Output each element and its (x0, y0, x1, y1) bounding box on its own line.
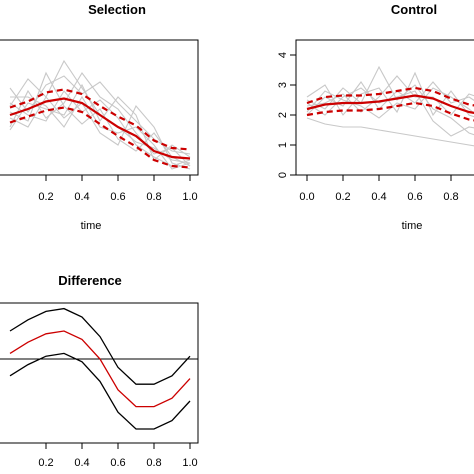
xlabel-selection: time (81, 220, 102, 232)
plot-area-selection: 0.2 0.4 0.6 0.8 1.0 (9, 59, 198, 203)
x-tick-label-selection-2: 0.4 (74, 191, 89, 203)
x-tick-label-control-4: 0.6 (407, 191, 422, 203)
x-tick-label-difference-5: 1.0 (182, 457, 197, 469)
panel-selection: Selection time 0.2 0.4 0.6 0.8 1.0 (0, 2, 199, 232)
y-tick-label-control-3: 2 (277, 112, 289, 118)
x-tick-label-difference-1: 0.2 (38, 457, 53, 469)
plot-frame-control (295, 39, 474, 176)
band-lower-selection (9, 106, 191, 169)
title-selection: Selection (88, 2, 146, 17)
x-tick-label-control-1: 0.0 (299, 191, 314, 203)
x-tick-label-selection-3: 0.6 (110, 191, 125, 203)
individual-line-selection-7 (9, 71, 191, 167)
plot-frame-selection (0, 39, 199, 176)
individual-line-selection-3 (9, 75, 191, 155)
band-lower-difference (9, 352, 191, 430)
x-tick-label-selection-5: 1.0 (182, 191, 197, 203)
x-tick-label-control-3: 0.4 (371, 191, 386, 203)
individual-line-selection-6 (9, 83, 191, 161)
band-upper-difference (9, 307, 191, 385)
mean-line-control (306, 94, 474, 114)
x-tick-label-control-2: 0.2 (335, 191, 350, 203)
title-control: Control (391, 2, 437, 17)
y-tick-label-control-5: 4 (277, 52, 289, 58)
x-tick-label-selection-4: 0.8 (146, 191, 161, 203)
band-upper-selection (9, 88, 191, 151)
x-tick-label-selection-1: 0.2 (38, 191, 53, 203)
y-tick-label-control-4: 3 (277, 82, 289, 88)
x-tick-label-control-5: 0.8 (443, 191, 458, 203)
y-tick-label-control-2: 1 (277, 142, 289, 148)
mean-line-selection (9, 97, 191, 160)
mean-line-difference (9, 330, 191, 408)
x-tick-label-difference-4: 0.8 (146, 457, 161, 469)
x-tick-label-difference-3: 0.6 (110, 457, 125, 469)
xlabel-control: time (402, 220, 423, 232)
panel-control: Control time 0.0 0.2 0.4 0.6 0.8 0 1 2 3 4 (277, 2, 474, 232)
individual-line-control-3 (306, 71, 474, 118)
individual-line-selection-4 (9, 96, 191, 170)
x-tick-label-difference-2: 0.4 (74, 457, 89, 469)
individual-line-control-4 (306, 117, 474, 147)
individual-line-selection-5 (9, 90, 191, 167)
panel-difference: Difference 0.2 0.4 0.6 0.8 1.0 (0, 273, 199, 469)
plot-frame-difference (0, 302, 199, 444)
plot-area-control: 0.0 0.2 0.4 0.6 0.8 0 1 2 3 4 (277, 52, 474, 203)
plot-area-difference: 0.2 0.4 0.6 0.8 1.0 (0, 307, 198, 469)
band-upper-control (306, 86, 474, 107)
band-lower-control (306, 101, 474, 122)
title-difference: Difference (58, 273, 122, 288)
y-tick-label-control-1: 0 (277, 172, 289, 178)
